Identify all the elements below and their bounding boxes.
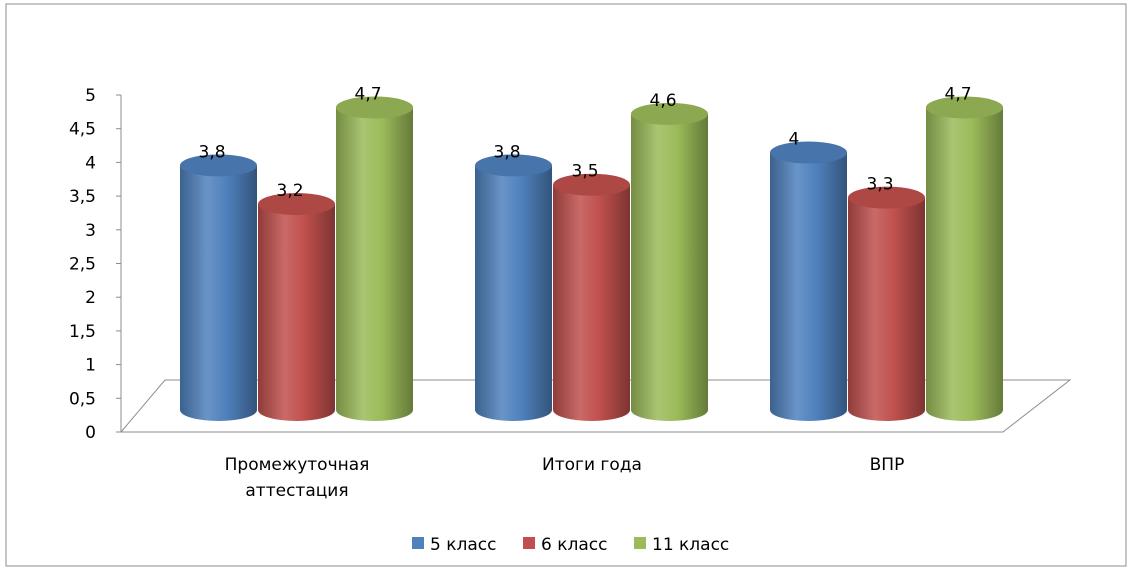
data-label: 4,7 xyxy=(355,84,382,104)
category-label: Итоги года xyxy=(542,455,642,475)
y-tick-label: 1 xyxy=(85,356,96,376)
bar-2-1 xyxy=(258,193,335,421)
bar-body xyxy=(553,184,630,421)
bar-3-2 xyxy=(631,102,708,421)
bar-body xyxy=(631,113,708,421)
bars-group xyxy=(180,96,1003,422)
data-label: 4,7 xyxy=(945,84,972,104)
bar-3-1 xyxy=(336,96,413,421)
chart-floor xyxy=(120,379,1072,433)
legend-swatch xyxy=(634,537,646,549)
y-tick-label: 2,5 xyxy=(69,255,96,275)
y-tick-label: 3 xyxy=(85,221,96,241)
category-labels-group: Промежуточная аттестация Итоги года ВПР xyxy=(225,455,905,501)
bar-2-3 xyxy=(848,186,925,421)
bar-top xyxy=(926,96,1003,119)
data-label: 3,3 xyxy=(867,175,894,195)
bar-top xyxy=(553,173,630,196)
bar-body xyxy=(336,107,413,421)
y-tick-label: 5 xyxy=(85,86,96,106)
bar-body xyxy=(258,204,335,421)
bar-body xyxy=(180,165,257,421)
legend-label: 11 класс xyxy=(652,535,729,555)
bar-2-2 xyxy=(553,173,630,421)
y-tick-label: 4 xyxy=(85,153,96,173)
bar-top xyxy=(475,154,552,177)
bar-top xyxy=(631,102,708,125)
y-tick-label: 3,5 xyxy=(69,187,96,207)
bar-top xyxy=(180,154,257,177)
data-label: 3,8 xyxy=(199,142,226,162)
legend-label: 5 класс xyxy=(430,535,496,555)
y-axis: 0 0,5 1 1,5 2 2,5 3 3,5 4 4,5 5 xyxy=(69,86,122,443)
data-label: 4 xyxy=(789,130,800,150)
bar-top xyxy=(848,186,925,209)
bar-1-1 xyxy=(180,154,257,421)
bar-top xyxy=(336,96,413,119)
bar-top xyxy=(258,193,335,216)
y-tick-label: 2 xyxy=(85,288,96,308)
data-label: 3,5 xyxy=(572,162,599,182)
bar-top xyxy=(770,141,847,164)
bar-3-3 xyxy=(926,96,1003,421)
data-label: 3,8 xyxy=(494,142,521,162)
y-tick-label: 4,5 xyxy=(69,120,96,140)
legend-label: 6 класс xyxy=(541,535,607,555)
data-label: 4,6 xyxy=(650,91,677,111)
data-labels-group: 3,8 3,2 4,7 3,8 3,5 4,6 4 3,3 4,7 xyxy=(199,84,972,201)
y-tick-label: 0,5 xyxy=(69,389,96,409)
floor-outline xyxy=(120,379,1072,433)
bar-body xyxy=(770,152,847,422)
bar-1-3 xyxy=(770,141,847,422)
bar-body xyxy=(475,165,552,421)
category-label: ВПР xyxy=(870,455,905,475)
legend-swatch xyxy=(412,537,424,549)
legend-swatch xyxy=(523,537,535,549)
y-tick-label: 1,5 xyxy=(69,322,96,342)
bar-1-2 xyxy=(475,154,552,421)
bar-body xyxy=(848,197,925,421)
data-label: 3,2 xyxy=(277,181,304,201)
category-label: Промежуточная xyxy=(225,455,370,475)
bar-body xyxy=(926,107,1003,421)
legend: 5 класс 6 класс 11 класс xyxy=(412,535,729,555)
y-tick-label: 0 xyxy=(85,423,96,443)
category-label: аттестация xyxy=(245,481,348,501)
